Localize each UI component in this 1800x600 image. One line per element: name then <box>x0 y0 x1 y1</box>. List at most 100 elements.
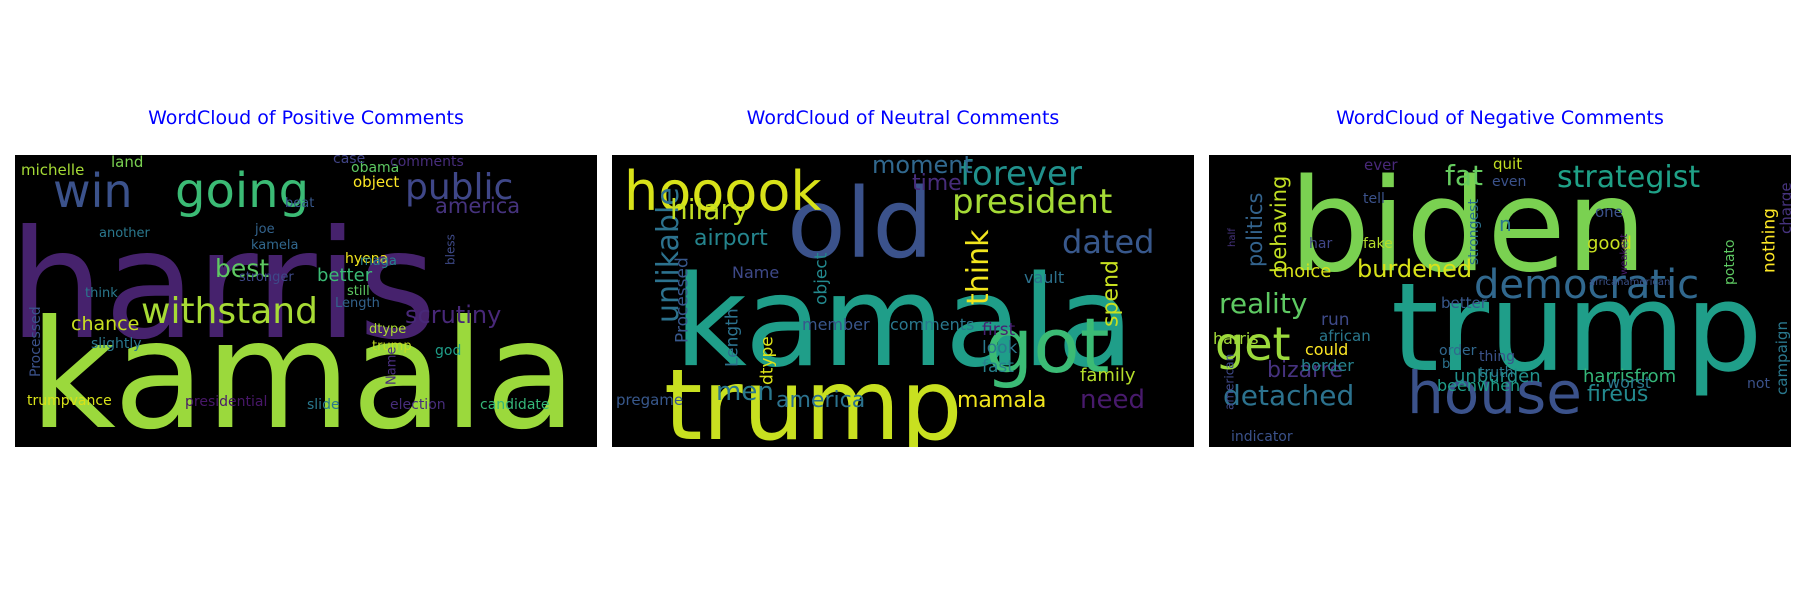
negative-wordcloud-panel: WordCloud of Negative Comments biden trum… <box>1209 0 1791 600</box>
wordcloud-word-africanamerican: africanamerican <box>1589 277 1670 288</box>
wordcloud-word-african: african <box>1319 327 1371 345</box>
neutral-wordcloud: kamala trump old got hooook president forever u… <box>612 155 1194 447</box>
wordcloud-word-campaign: campaign <box>1773 321 1791 395</box>
wordcloud-word-presidential: presidential <box>185 394 267 410</box>
wordcloud-word-old: old <box>787 168 933 280</box>
wordcloud-word-processed: Processed <box>28 306 44 377</box>
wordcloud-word-kamala: kamala <box>674 248 1134 395</box>
wordcloud-word-reality: reality <box>1219 287 1307 320</box>
wordcloud-word-god: god <box>435 343 461 359</box>
wordcloud-word-truth: truth <box>1479 365 1513 381</box>
negative-wordcloud: biden trump house democratic strategist get de… <box>1209 155 1791 447</box>
wordcloud-word-pregame: pregame <box>616 391 683 409</box>
wordcloud-word-biden: biden <box>1289 155 1647 301</box>
wordcloud-word-member: member <box>802 315 870 334</box>
wordcloud-word-forever: forever <box>960 155 1082 194</box>
wordcloud-word-hooook: hooook <box>624 160 822 223</box>
wordcloud-word-fake: fake <box>1363 236 1393 252</box>
wordcloud-word-fast: fast <box>982 357 1014 377</box>
wordcloud-word-border: border <box>1301 356 1354 375</box>
wordcloud-word-politics: politics <box>1243 193 1267 267</box>
wordcloud-word-win: win <box>53 164 133 218</box>
wordcloud-word-object: object <box>812 252 832 305</box>
wordcloud-word-trumpvance: trumpvance <box>27 393 112 409</box>
wordcloud-word-order: order <box>1439 343 1477 359</box>
wordcloud-word-charge: charge <box>1777 182 1791 234</box>
wordcloud-word-michelle: michelle <box>21 161 84 179</box>
wordcloud-word-men: men <box>716 377 774 407</box>
wordcloud-word-trump: trump <box>372 339 412 354</box>
wordcloud-word-land: land <box>111 155 143 171</box>
wordcloud-word-american: american <box>1223 354 1237 410</box>
wordcloud-word-name: Name <box>732 263 779 282</box>
wordcloud-word-burdened: burdened <box>1357 255 1472 283</box>
wordcloud-word-election: election <box>390 397 446 413</box>
wordcloud-word-candidate: candidate <box>480 397 550 413</box>
wordcloud-word-good: good <box>1587 233 1632 254</box>
wordcloud-word-beat: beat <box>285 196 314 211</box>
wordcloud-word-worst: worst <box>1607 373 1651 392</box>
positive-wordcloud: harris kamala going win withstand public scrut… <box>15 155 597 447</box>
wordcloud-word-america: america <box>776 388 865 413</box>
wordcloud-word-kamela: kamela <box>251 238 299 253</box>
wordcloud-word-stronger: stronger <box>239 270 294 285</box>
wordcloud-word-spend: spend <box>1099 260 1124 327</box>
wordcloud-word-withstand: withstand <box>141 291 318 332</box>
wordcloud-word-house: house <box>1407 359 1582 427</box>
wordcloud-word-america: america <box>435 194 520 218</box>
wordcloud-word-behaving: behaving <box>1267 176 1291 273</box>
wordcloud-word-better: better <box>317 265 373 286</box>
negative-wordcloud-title: WordCloud of Negative Comments <box>1336 107 1664 129</box>
wordcloud-word-mamala: mamala <box>957 388 1046 413</box>
wordcloud-word-length: Length <box>335 296 380 311</box>
neutral-wordcloud-panel: WordCloud of Neutral Comments kamala trum… <box>612 0 1194 600</box>
wordcloud-word-airport: airport <box>694 226 768 251</box>
wordcloud-word-dated: dated <box>1062 223 1154 261</box>
wordcloud-word-get: get <box>1215 317 1291 371</box>
wordcloud-word-quit: quit <box>1493 155 1522 173</box>
wordcloud-word-n: n <box>1499 212 1512 236</box>
wordcloud-word-think: think <box>85 286 118 301</box>
wordcloud-word-choice: choice <box>1273 261 1331 282</box>
wordcloud-word-dtype: dtype <box>369 322 406 337</box>
wordcloud-word-time: time <box>912 171 962 196</box>
wordcloud-word-slide: slide <box>307 397 340 413</box>
wordcloud-word-moment: moment <box>872 155 973 179</box>
positive-wordcloud-panel: WordCloud of Positive Comments harris kam… <box>15 0 597 600</box>
wordcloud-word-bizarre: bizarre <box>1267 358 1343 383</box>
wordcloud-word-ever: ever <box>1364 156 1398 174</box>
positive-wordcloud-title: WordCloud of Positive Comments <box>148 107 464 129</box>
wordcloud-word-comments: comments <box>890 315 974 334</box>
wordcloud-word-democratic: democratic <box>1474 262 1699 308</box>
wordcloud-word-chance: chance <box>71 313 139 335</box>
wordcloud-word-trump: trump <box>1391 257 1763 399</box>
wordcloud-word-case: case <box>333 155 365 167</box>
wordcloud-word-could: could <box>1305 340 1348 359</box>
wordcloud-word-got: got <box>985 301 1110 390</box>
wordcloud-word-family: family <box>1080 365 1136 386</box>
wordcloud-word-vault: vault <box>1024 268 1064 287</box>
wordcloud-word-half: half <box>1227 228 1238 247</box>
wordcloud-word-need: need <box>1080 385 1145 415</box>
wordcloud-word-one: one <box>1595 203 1623 221</box>
wordcloud-word-unlikable: unlikable <box>651 187 686 323</box>
wordcloud-word-weakest: weakest <box>1619 234 1630 275</box>
wordcloud-word-trump: trump <box>664 349 963 447</box>
neutral-wordcloud-title: WordCloud of Neutral Comments <box>746 107 1060 129</box>
wordcloud-word-public: public <box>405 167 513 208</box>
wordcloud-word-harrisfrom: harrisfrom <box>1583 366 1676 387</box>
wordcloud-word-object: object <box>353 173 399 191</box>
wordcloud-word-not: not <box>1747 376 1770 392</box>
wordcloud-word-strongest: strongest <box>1466 199 1482 265</box>
wordcloud-word-name: Name <box>384 347 399 385</box>
wordcloud-word-president: president <box>952 182 1112 222</box>
wordcloud-word-another: another <box>99 226 150 241</box>
wordcloud-word-length: Length <box>723 308 743 367</box>
wordcloud-word-fat: fat <box>1445 159 1483 192</box>
wordcloud-word-slightly: slightly <box>91 336 142 352</box>
wordcloud-word-harris: harris <box>1213 329 1259 348</box>
wordcloud-word-dtype: dtype <box>758 336 778 385</box>
